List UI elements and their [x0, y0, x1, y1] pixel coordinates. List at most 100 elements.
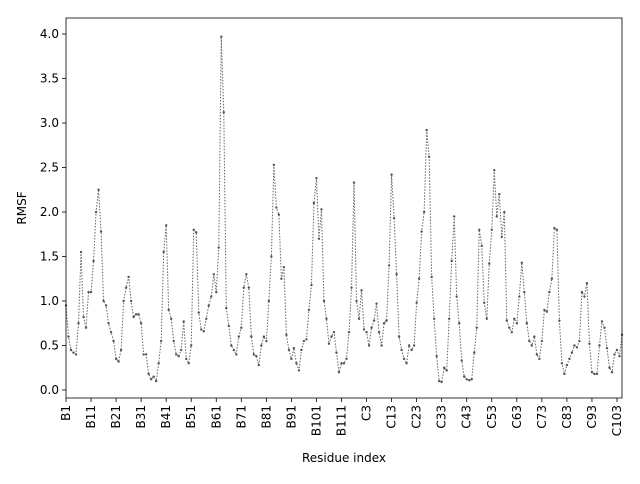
data-point	[327, 342, 331, 345]
data-point	[367, 344, 371, 347]
data-point	[387, 264, 391, 267]
data-point	[420, 230, 423, 233]
data-point	[172, 339, 175, 343]
data-point	[307, 308, 311, 312]
data-point	[212, 273, 215, 276]
data-point	[600, 320, 604, 323]
data-point	[174, 353, 178, 356]
data-point	[570, 351, 574, 354]
data-point	[595, 372, 599, 376]
data-point	[490, 228, 493, 232]
data-point	[370, 326, 373, 329]
data-point	[167, 308, 170, 312]
data-point	[157, 362, 160, 365]
data-point	[362, 328, 366, 331]
data-point	[134, 313, 138, 316]
data-point	[215, 290, 218, 294]
y-axis-label: RMSF	[15, 191, 29, 224]
data-point	[290, 357, 293, 361]
data-point	[465, 378, 468, 381]
data-point	[435, 354, 438, 358]
data-point	[164, 224, 168, 227]
data-point	[412, 344, 416, 347]
data-point	[603, 326, 606, 329]
data-point	[240, 326, 243, 329]
data-point	[109, 330, 113, 334]
data-point	[347, 330, 351, 334]
data-point	[247, 286, 251, 289]
data-point	[320, 208, 323, 211]
data-point	[593, 372, 596, 376]
data-point	[575, 346, 579, 349]
data-point	[615, 348, 619, 352]
data-point	[342, 362, 346, 365]
data-point	[255, 354, 258, 358]
data-point	[365, 330, 368, 334]
data-point	[222, 111, 225, 114]
data-point	[460, 359, 463, 362]
data-point	[147, 372, 150, 376]
data-point	[217, 246, 220, 249]
data-point	[97, 188, 100, 191]
data-point	[322, 299, 326, 303]
data-point	[207, 304, 210, 307]
data-point	[540, 339, 544, 343]
data-point	[265, 339, 268, 343]
x-tick-label: C93	[585, 405, 599, 429]
data-point	[355, 299, 358, 303]
x-tick-label: C33	[435, 405, 449, 429]
data-point	[84, 326, 88, 329]
x-axis-label: Residue index	[302, 451, 386, 465]
data-point	[473, 351, 476, 354]
data-point	[352, 181, 356, 184]
data-point	[282, 265, 286, 269]
x-tick-label: B71	[234, 405, 248, 429]
data-point	[425, 128, 428, 132]
data-point	[337, 370, 341, 374]
data-point	[139, 322, 143, 325]
data-point	[202, 330, 205, 333]
data-point	[257, 363, 261, 367]
data-point	[530, 344, 534, 347]
data-point	[432, 317, 436, 320]
data-point	[210, 295, 213, 298]
data-point	[397, 335, 401, 338]
data-point	[287, 348, 291, 352]
data-point	[102, 299, 105, 303]
data-point	[400, 348, 403, 352]
data-point	[493, 168, 496, 172]
data-point	[437, 379, 441, 383]
data-point	[117, 360, 120, 363]
x-tick-label: C83	[560, 405, 574, 429]
data-point	[104, 304, 108, 307]
data-point	[535, 353, 539, 356]
data-point	[357, 317, 361, 320]
data-point	[69, 348, 73, 352]
data-point	[292, 346, 296, 350]
data-point	[598, 344, 601, 347]
data-point	[200, 328, 203, 331]
data-point	[588, 342, 591, 345]
data-point	[315, 176, 318, 180]
data-point	[458, 322, 461, 325]
data-point	[119, 348, 123, 352]
data-point	[132, 315, 135, 319]
data-point	[225, 306, 228, 310]
data-point	[377, 330, 381, 334]
data-point	[112, 339, 115, 343]
data-point	[610, 370, 614, 374]
data-point	[392, 217, 396, 220]
data-point	[190, 344, 193, 347]
data-point	[463, 375, 466, 378]
data-point	[124, 286, 128, 289]
data-point	[485, 317, 488, 320]
data-point	[237, 335, 241, 338]
data-point	[488, 262, 491, 265]
data-point	[152, 375, 155, 378]
data-point	[79, 250, 83, 254]
y-tick-label: 1.0	[40, 294, 59, 308]
y-tick-label: 1.5	[40, 250, 59, 264]
data-point	[195, 231, 198, 234]
data-point	[72, 351, 75, 354]
data-point	[94, 210, 98, 214]
